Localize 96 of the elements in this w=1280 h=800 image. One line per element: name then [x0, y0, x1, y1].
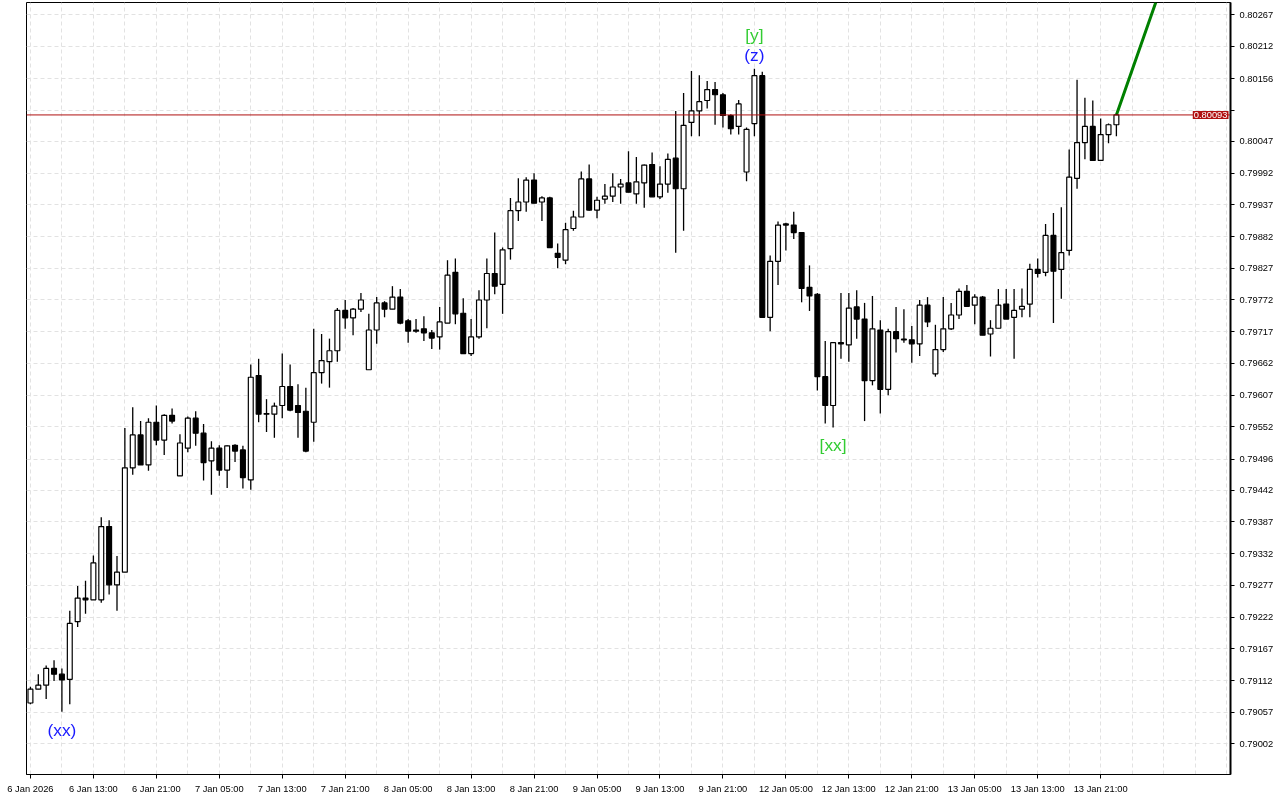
- candlestick: [995, 288, 1002, 329]
- candlestick: [1018, 287, 1025, 318]
- candlestick: [1011, 288, 1018, 360]
- candlestick: [51, 659, 58, 682]
- candlestick: [428, 329, 435, 350]
- candlestick: [113, 555, 121, 612]
- candlestick: [955, 287, 963, 320]
- y-tick-label: 0.79332: [1239, 548, 1274, 559]
- candlestick: [837, 292, 845, 360]
- candlestick: [908, 325, 915, 364]
- candlestick: [656, 165, 664, 200]
- x-tick-label: 9 Jan 13:00: [635, 783, 685, 794]
- y-tick-label: 0.79222: [1239, 612, 1274, 623]
- x-tick-label: 7 Jan 21:00: [320, 783, 370, 794]
- candlestick: [853, 289, 860, 340]
- candlestick: [790, 211, 797, 240]
- x-tick-label: 12 Jan 21:00: [884, 783, 939, 794]
- candlestick: [609, 172, 616, 203]
- candlestick: [294, 383, 302, 439]
- candlestick: [971, 293, 978, 325]
- x-tick-label: 6 Jan 13:00: [69, 783, 118, 794]
- x-tick-label: 6 Jan 2026: [7, 783, 54, 794]
- candlestick: [350, 307, 357, 336]
- y-tick-label: 0.79607: [1239, 390, 1274, 401]
- candlestick: [593, 196, 601, 219]
- x-tick-label: 12 Jan 13:00: [821, 783, 876, 794]
- candlestick: [287, 363, 294, 412]
- y-tick-label: 0.79277: [1239, 580, 1274, 591]
- candlestick: [1081, 96, 1088, 160]
- annotation: [xx]: [819, 435, 847, 456]
- y-tick-label: 0.79496: [1239, 454, 1274, 465]
- candlestick: [357, 292, 364, 313]
- candlestick: [570, 209, 577, 232]
- x-tick-label: 8 Jan 21:00: [509, 783, 559, 794]
- candlestick: [43, 664, 50, 700]
- y-tick-label: 0.79827: [1239, 263, 1274, 274]
- x-tick-label: 12 Jan 05:00: [758, 783, 813, 794]
- y-tick-label: 0.79552: [1239, 421, 1274, 432]
- x-tick-label: 7 Jan 05:00: [194, 783, 244, 794]
- x-tick-label: 8 Jan 13:00: [446, 783, 496, 794]
- y-tick-label: 0.79387: [1239, 516, 1274, 527]
- candlestick: [531, 172, 538, 204]
- x-tick-label: 13 Jan 21:00: [1073, 783, 1128, 794]
- candlestick: [712, 81, 719, 126]
- ref-line-label: 0.80093: [1193, 109, 1228, 120]
- candlestick: [893, 306, 900, 354]
- y-tick-label: 0.79167: [1239, 643, 1274, 654]
- candlestick: [782, 222, 789, 252]
- y-tick-label: 0.79992: [1239, 168, 1274, 179]
- candlestick: [468, 318, 475, 357]
- candlestick: [491, 231, 498, 295]
- x-tick-label: 13 Jan 13:00: [1010, 783, 1065, 794]
- candlestick: [192, 410, 199, 447]
- candlestick: [719, 92, 726, 129]
- annotation: (xx): [47, 719, 77, 740]
- candlestick: [515, 177, 522, 222]
- candlestick: [696, 74, 703, 137]
- candlestick: [342, 299, 349, 330]
- candlestick: [58, 667, 65, 713]
- candlestick: [420, 315, 427, 342]
- x-tick-label: 7 Jan 13:00: [257, 783, 307, 794]
- annotation: [y]: [745, 24, 764, 45]
- x-tick-label: 9 Jan 21:00: [698, 783, 748, 794]
- candlestick: [538, 195, 545, 222]
- y-tick-label: 0.79882: [1239, 231, 1274, 242]
- candlestick: [940, 296, 947, 353]
- x-tick-label: 13 Jan 05:00: [947, 783, 1002, 794]
- y-tick-label: 0.79662: [1239, 358, 1274, 369]
- y-tick-label: 0.79442: [1239, 485, 1274, 496]
- y-tick-label: 0.80212: [1239, 41, 1274, 52]
- candlestick: [688, 70, 695, 137]
- y-tick-label: 0.80267: [1239, 9, 1274, 20]
- x-tick-label: 6 Jan 21:00: [131, 783, 181, 794]
- candlestick: [963, 284, 970, 307]
- y-tick-label: 0.79002: [1239, 738, 1274, 749]
- candlestick: [412, 318, 420, 334]
- annotation: (z): [744, 44, 765, 65]
- candlestick: [523, 176, 530, 213]
- x-tick-label: 8 Jan 05:00: [383, 783, 433, 794]
- candlestick: [279, 352, 286, 419]
- candlestick: [601, 183, 608, 205]
- candlestick: [1003, 288, 1010, 320]
- candlestick: [948, 302, 955, 331]
- candlestick: [405, 318, 412, 344]
- y-tick-label: 0.79112: [1239, 675, 1273, 686]
- y-tick-label: 0.79717: [1239, 326, 1274, 337]
- candlestick: [735, 99, 742, 136]
- y-tick-label: 0.79937: [1239, 199, 1274, 210]
- candlestick: [232, 443, 239, 463]
- x-tick-label: 9 Jan 05:00: [572, 783, 622, 794]
- y-tick-label: 0.80156: [1239, 73, 1274, 84]
- y-tick-label: 0.80047: [1239, 136, 1274, 147]
- y-tick-label: 0.79772: [1239, 295, 1274, 305]
- candlestick: [704, 80, 711, 110]
- candlestick: [641, 163, 648, 209]
- y-tick-label: 0.79057: [1239, 707, 1274, 718]
